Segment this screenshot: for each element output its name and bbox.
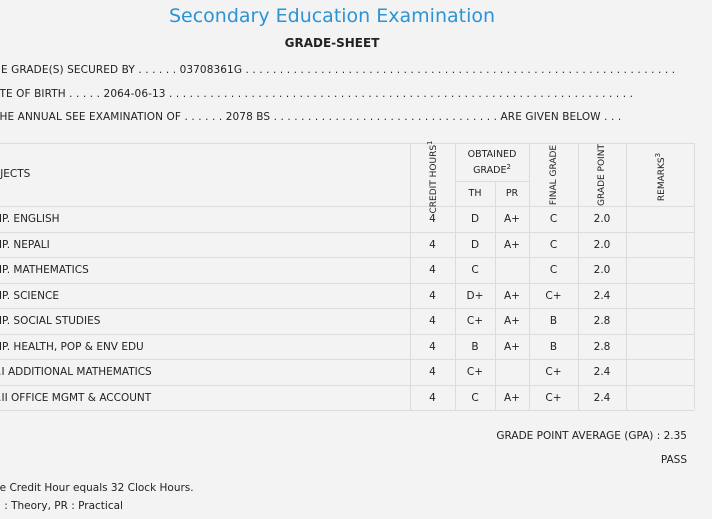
header-bottom-border xyxy=(0,206,694,207)
gp-cell: 2.0 xyxy=(593,264,611,276)
subject-name: MP. SCIENCE xyxy=(0,289,59,302)
pr-cell: A+ xyxy=(504,391,520,404)
final-cell: B xyxy=(549,340,558,353)
credit-cell: 4 xyxy=(429,289,436,302)
obtained-grade-header: OBTAINED GRADE2 xyxy=(467,149,517,177)
th-cell: D+ xyxy=(466,289,484,302)
pr-header: PR xyxy=(505,188,519,199)
subject-name: MP. ENGLISH xyxy=(0,213,60,225)
footnote-theory-practical: H : Theory, PR : Practical xyxy=(0,500,123,512)
pr-cell: A+ xyxy=(504,289,520,302)
th-cell: D xyxy=(470,213,480,225)
th-cell: B xyxy=(471,340,479,353)
gp-cell: 2.0 xyxy=(593,238,611,251)
th-cell: C+ xyxy=(466,366,484,378)
final-cell: C xyxy=(549,213,558,225)
subject-name: MP. HEALTH, POP & ENV EDU xyxy=(0,340,144,353)
row-divider xyxy=(0,308,694,309)
final-cell: C+ xyxy=(545,289,562,302)
pr-cell: A+ xyxy=(504,315,520,327)
th-header: TH xyxy=(468,188,482,199)
row-divider xyxy=(0,384,694,386)
table-bottom-border xyxy=(0,410,694,411)
final-cell: B xyxy=(549,315,558,327)
th-cell: C+ xyxy=(466,315,484,327)
subject-name: T.I ADDITIONAL MATHEMATICS xyxy=(0,366,152,378)
footnote-credit-hour: ne Credit Hour equals 32 Clock Hours. xyxy=(0,482,194,494)
gp-cell: 2.8 xyxy=(593,340,611,353)
col-divider xyxy=(455,143,456,410)
th-cell: D xyxy=(470,238,480,251)
pr-cell: A+ xyxy=(504,238,520,251)
row-divider xyxy=(0,257,694,258)
th-cell: C xyxy=(471,391,479,404)
credit-hours-header: CREDIT HOURS1 xyxy=(426,140,439,214)
subject-name: T.II OFFICE MGMT & ACCOUNT xyxy=(0,391,152,404)
final-cell: C+ xyxy=(545,366,562,378)
gp-cell: 2.4 xyxy=(593,391,611,404)
result-text: PASS xyxy=(660,454,687,466)
final-cell: C xyxy=(549,264,558,276)
subject-name: MP. SOCIAL STUDIES xyxy=(0,315,101,327)
gpa-text: GRADE POINT AVERAGE (GPA) : 2.35 xyxy=(496,430,687,442)
table-top-border xyxy=(0,143,694,144)
row-divider xyxy=(0,333,694,335)
col-divider xyxy=(694,143,695,410)
credit-cell: 4 xyxy=(429,315,436,327)
row-divider xyxy=(0,359,694,360)
final-cell: C+ xyxy=(545,391,562,404)
pr-cell: A+ xyxy=(504,213,520,225)
exam-line: THE ANNUAL SEE EXAMINATION OF . . . . . … xyxy=(0,111,622,123)
obtained-grade-divider xyxy=(455,181,529,182)
credit-cell: 4 xyxy=(429,213,436,225)
credit-cell: 4 xyxy=(429,366,436,378)
credit-cell: 4 xyxy=(429,391,436,404)
final-grade-header: FINAL GRADE xyxy=(549,144,559,206)
subjects-header: BJECTS xyxy=(0,168,31,180)
final-cell: C xyxy=(549,238,558,251)
col-divider xyxy=(410,143,411,410)
credit-cell: 4 xyxy=(429,264,436,276)
th-cell: C xyxy=(471,264,479,276)
col-divider xyxy=(529,143,530,410)
col-divider xyxy=(626,143,627,410)
remarks-header: REMARKS3 xyxy=(654,152,667,202)
col-divider xyxy=(495,181,496,410)
page-title: Secondary Education Examination xyxy=(168,5,496,27)
gp-cell: 2.4 xyxy=(593,366,611,378)
col-divider xyxy=(578,143,579,410)
subject-name: MP. MATHEMATICS xyxy=(0,264,89,276)
date-of-birth-line: ATE OF BIRTH . . . . . 2064-06-13 . . . … xyxy=(0,88,634,100)
grade-point-header: GRADE POINT xyxy=(597,144,607,206)
credit-cell: 4 xyxy=(429,340,436,353)
subject-name: MP. NEPALI xyxy=(0,238,50,251)
gp-cell: 2.0 xyxy=(593,213,611,225)
page-subtitle: GRADE-SHEET xyxy=(284,36,380,50)
gp-cell: 2.4 xyxy=(593,289,611,302)
row-divider xyxy=(0,282,694,284)
row-divider xyxy=(0,231,694,233)
secured-by-line: HE GRADE(S) SECURED BY . . . . . . 03708… xyxy=(0,64,676,76)
gp-cell: 2.8 xyxy=(593,315,611,327)
credit-cell: 4 xyxy=(429,238,436,251)
pr-cell: A+ xyxy=(504,340,520,353)
